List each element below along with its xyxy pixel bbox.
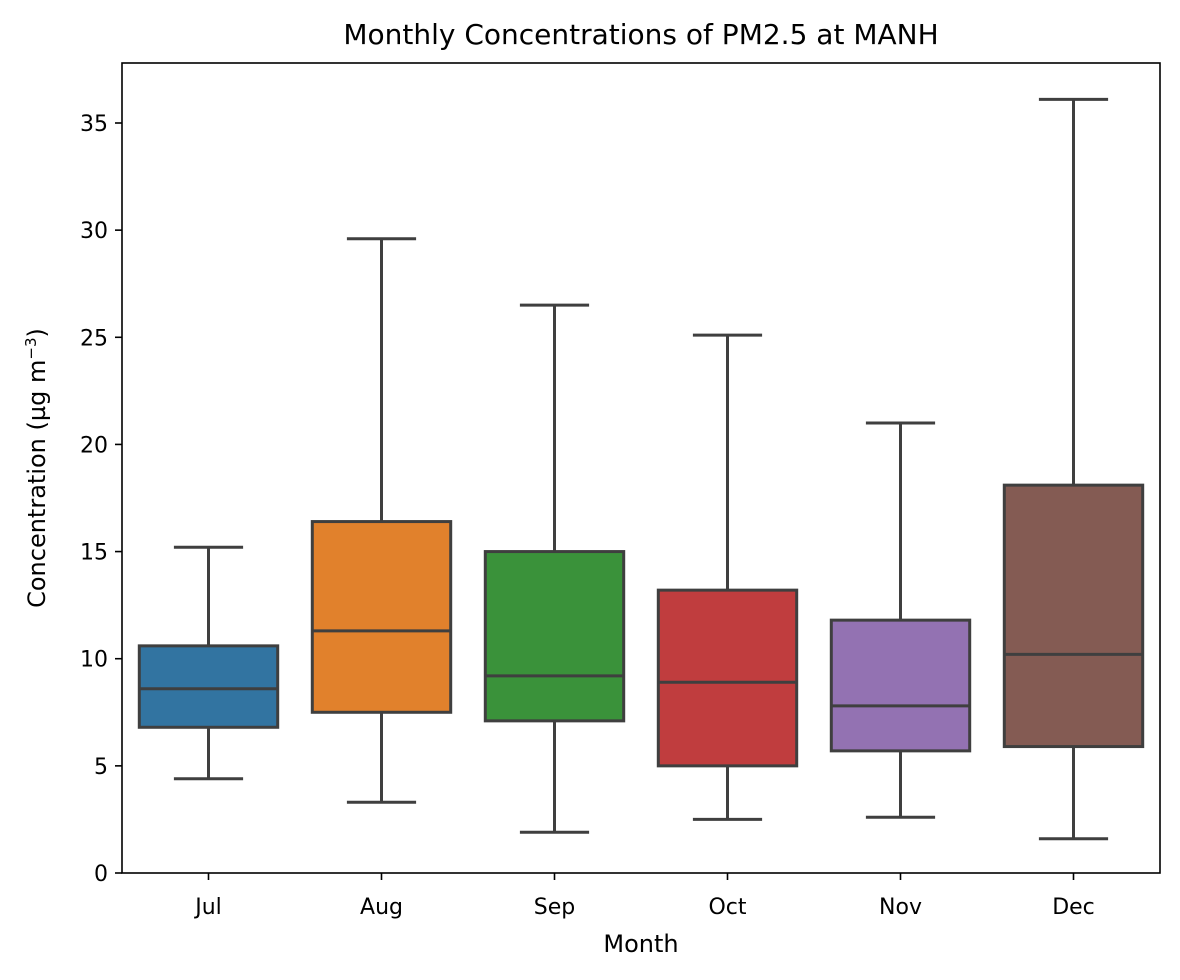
y-tick-label: 10 [80,648,108,673]
y-axis-label-close: ) [23,328,51,337]
iqr-box [137,644,280,729]
x-tick-label: Sep [534,895,575,920]
iqr-box [1002,483,1145,749]
y-tick-label: 5 [94,755,108,780]
box-sep [483,303,626,834]
plot-frame [121,62,1161,874]
x-tick-label: Oct [708,895,746,920]
y-tick-label: 15 [80,541,108,566]
y-axis-label: Concentration (µg m−3) [22,328,51,608]
x-tick-label: Aug [360,895,403,920]
y-tick-label: 20 [80,433,108,458]
x-tick-label: Nov [879,895,922,920]
x-axis-ticks: Jul Aug Sep Oct Nov Dec [193,873,1095,920]
y-axis-label-superscript: −3 [22,337,40,359]
box-jul [137,545,280,781]
x-axis-label: Month [603,930,678,958]
box-nov [829,421,972,819]
y-axis-label-main: Concentration (µg m [23,360,51,608]
iqr-box [656,588,799,768]
chart-title: Monthly Concentrations of PM2.5 at MANH [343,18,938,51]
box-aug [310,237,453,804]
x-tick-label: Jul [193,895,222,920]
y-tick-label: 0 [94,862,108,887]
iqr-box [483,550,626,723]
box-oct [656,333,799,821]
x-tick-label: Dec [1052,895,1095,920]
y-tick-label: 30 [80,219,108,244]
y-tick-label: 35 [80,112,108,137]
iqr-box [829,618,972,753]
y-tick-label: 25 [80,326,108,351]
box-dec [1002,97,1145,841]
iqr-box [310,520,453,714]
boxes-layer [137,97,1145,841]
y-axis-ticks: 0 5 10 15 20 25 30 35 [80,112,122,887]
